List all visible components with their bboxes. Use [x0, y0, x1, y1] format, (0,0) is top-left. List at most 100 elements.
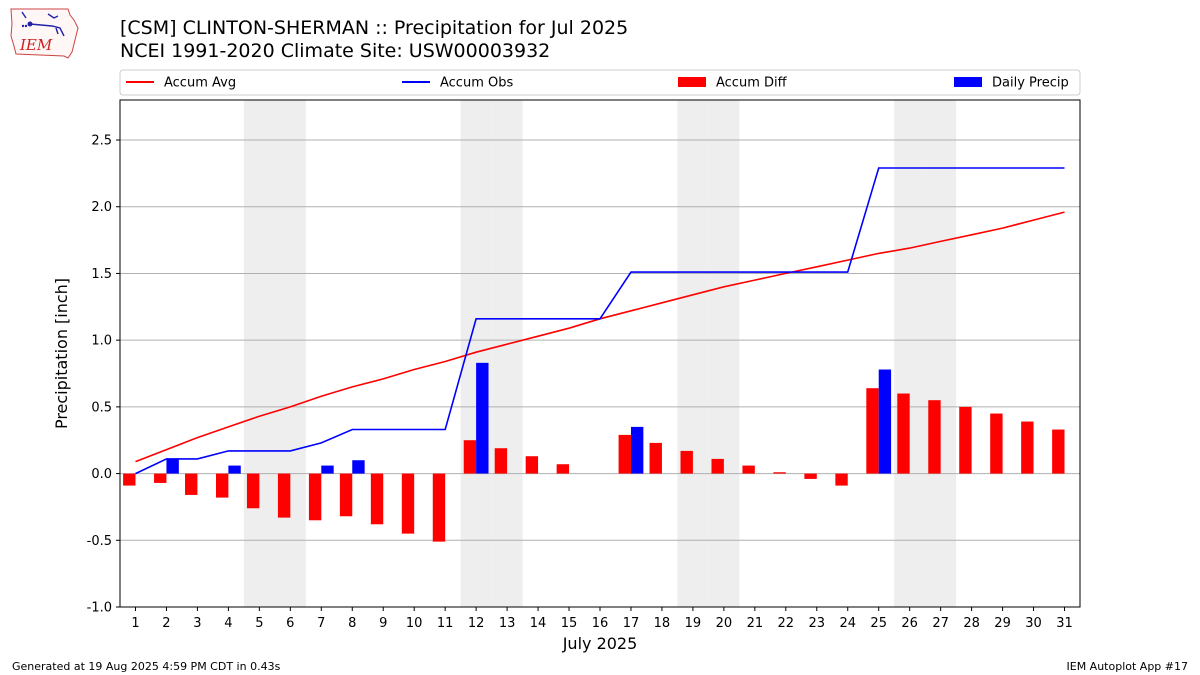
accum-diff-bar [370, 473, 384, 525]
y-tick-label: 0.0 [91, 467, 112, 482]
accum-diff-bar [432, 473, 446, 542]
accum-diff-bar [649, 442, 662, 474]
daily-precip-bar [878, 369, 892, 474]
accum-diff-bar [339, 473, 353, 517]
accum-diff-bar [1052, 429, 1065, 474]
legend-label-accum-avg: Accum Avg [164, 76, 236, 91]
weekend-shade [460, 100, 492, 607]
logo-text: IEM [19, 36, 53, 54]
x-axis-label: July 2025 [562, 634, 638, 653]
x-tick-label: 26 [901, 616, 918, 631]
accum-diff-bar [494, 448, 508, 474]
plot-area: -1.0-0.50.00.51.01.52.02.51 2 3 4 5 6 7 8 9 10 11 1… [52, 99, 1081, 653]
iem-logo: IEM [10, 8, 79, 59]
y-tick-label: -0.5 [87, 534, 112, 549]
axes-frame [119, 99, 1081, 608]
generated-timestamp: Generated at 19 Aug 2025 4:59 PM CDT in … [12, 660, 281, 673]
weekend-shade [274, 100, 306, 607]
daily-precip-bar [352, 460, 365, 474]
accum-diff-bar [1021, 421, 1034, 474]
y-tick-label: 2.5 [91, 134, 112, 149]
x-tick-label: 6 [286, 616, 294, 631]
x-tick-label: 19 [685, 616, 702, 631]
accum-diff-bar [308, 473, 322, 521]
daily-precip-bar [630, 426, 644, 474]
chart-subtitle: NCEI 1991-2020 Climate Site: USW00003932 [120, 40, 551, 62]
y-tick-label: 0.5 [91, 400, 112, 415]
x-tick-label: 9 [379, 616, 387, 631]
y-tick-label: 1.0 [91, 334, 112, 349]
x-tick-label: 25 [870, 616, 887, 631]
accum-diff-bar [123, 473, 136, 486]
accum-diff-bar [277, 473, 291, 518]
legend: Accum Avg Accum Obs Accum Diff Daily Precip [119, 69, 1081, 96]
x-tick-label: 24 [839, 616, 856, 631]
x-tick-label: 23 [809, 616, 826, 631]
accum-diff-bar [928, 400, 941, 474]
x-tick-label: 11 [437, 616, 454, 631]
daily-precip-bar [228, 465, 241, 474]
accum-diff-bar [185, 473, 198, 495]
x-tick-label: 22 [778, 616, 795, 631]
accum-diff-bar [711, 458, 724, 474]
x-tick-label: 10 [406, 616, 423, 631]
accum-diff-bar [618, 434, 631, 474]
x-tick-label: 21 [747, 616, 764, 631]
x-tick-label: 28 [963, 616, 980, 631]
daily-precip-bar [166, 458, 179, 474]
weekend-shade [491, 100, 523, 607]
weekend-shade [677, 100, 709, 607]
y-tick-label: 1.5 [91, 267, 112, 282]
x-tick-label: 13 [499, 616, 516, 631]
accum-diff-bar [990, 413, 1003, 474]
x-tick-label: 12 [468, 616, 485, 631]
x-tick-label: 4 [224, 616, 232, 631]
accum-diff-bar [897, 393, 910, 474]
x-tick-label: 1 [131, 616, 139, 631]
x-tick-label: 20 [716, 616, 733, 631]
legend-label-accum-obs: Accum Obs [440, 76, 513, 91]
accum-diff-bar [773, 472, 786, 474]
x-tick-label: 31 [1056, 616, 1073, 631]
accum-diff-bar [835, 473, 848, 486]
weekend-shade [894, 100, 926, 607]
app-label: IEM Autoplot App #17 [1066, 660, 1189, 673]
weekend-shade [925, 100, 957, 607]
accum-diff-bar [804, 473, 817, 479]
daily-precip-bar [321, 465, 334, 474]
legend-swatch-accum-diff [678, 77, 706, 87]
x-tick-label: 16 [592, 616, 609, 631]
accum-diff-bar [556, 464, 570, 474]
x-tick-label: 2 [162, 616, 170, 631]
legend-swatch-daily-precip [954, 77, 982, 87]
x-tick-label: 29 [994, 616, 1011, 631]
x-tick-label: 30 [1025, 616, 1042, 631]
x-tick-label: 18 [654, 616, 671, 631]
x-tick-label: 8 [348, 616, 356, 631]
x-tick-label: 14 [530, 616, 547, 631]
y-tick-label: -1.0 [87, 601, 112, 616]
accum-diff-bar [742, 465, 755, 474]
iowa-outline-icon [10, 8, 79, 59]
x-tick-label: 27 [932, 616, 949, 631]
accum-diff-bar [866, 388, 879, 474]
weekend-shade [243, 100, 275, 607]
accum-diff-bar [959, 406, 972, 474]
x-tick-label: 5 [255, 616, 263, 631]
accum-diff-bar [401, 473, 415, 534]
legend-box [119, 69, 1081, 96]
x-tick-label: 3 [193, 616, 201, 631]
daily-precip-bar [476, 362, 489, 474]
legend-label-daily-precip: Daily Precip [992, 76, 1069, 91]
accum-diff-bar [463, 440, 477, 474]
accum-diff-bar [680, 450, 693, 474]
accum-diff-bar [525, 456, 539, 474]
y-axis-label: Precipitation [inch] [52, 278, 71, 429]
x-tick-label: 15 [561, 616, 578, 631]
accum-obs-line [135, 167, 1065, 475]
accum-diff-bar [216, 473, 229, 498]
x-tick-label: 17 [623, 616, 640, 631]
accum-diff-bar [154, 473, 167, 483]
x-tick-label: 7 [317, 616, 325, 631]
